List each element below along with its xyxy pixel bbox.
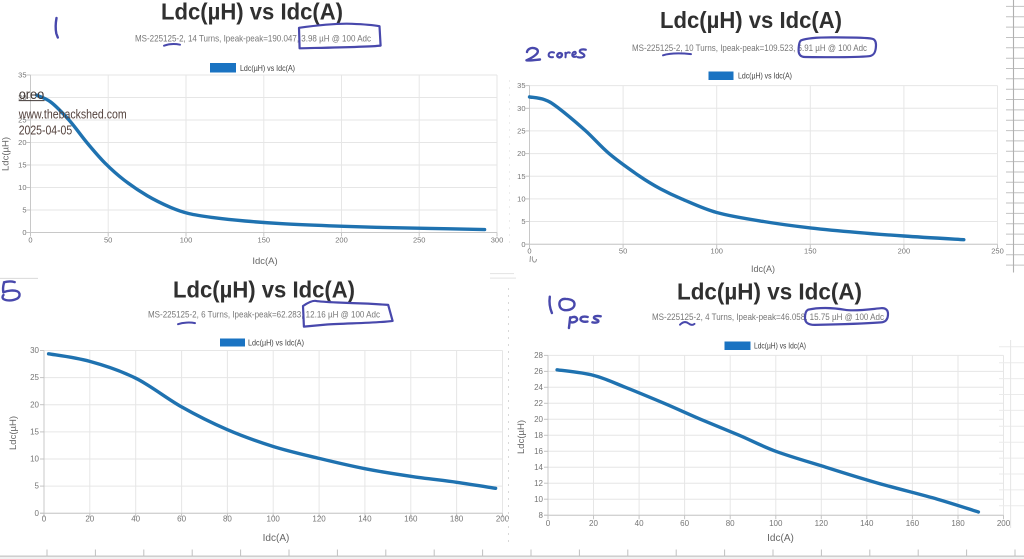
svg-text:200: 200 — [496, 515, 510, 524]
svg-text:20: 20 — [85, 515, 94, 524]
svg-text:15: 15 — [517, 172, 525, 181]
svg-text:20: 20 — [517, 149, 525, 158]
svg-text:MS-225125-2, 6 Turns, Ipeak-pe: MS-225125-2, 6 Turns, Ipeak-peak=62.283,… — [148, 310, 380, 321]
svg-text:MS-225125-2, 14 Turns, Ipeak-p: MS-225125-2, 14 Turns, Ipeak-peak=190.04… — [135, 34, 371, 45]
svg-text:Idc(A): Idc(A) — [252, 256, 277, 267]
svg-text:0: 0 — [521, 240, 525, 249]
svg-text:22: 22 — [534, 399, 543, 408]
svg-text:150: 150 — [804, 247, 817, 256]
svg-text:Ldc(µH) vs Idc(A): Ldc(µH) vs Idc(A) — [240, 64, 295, 73]
svg-text:200: 200 — [335, 236, 348, 245]
svg-text:35: 35 — [18, 71, 26, 80]
svg-text:100: 100 — [267, 515, 281, 524]
svg-text:15: 15 — [30, 428, 39, 437]
svg-text:200: 200 — [898, 247, 911, 256]
svg-text:Ldc(µH) vs Idc(A): Ldc(µH) vs Idc(A) — [248, 339, 304, 348]
svg-text:140: 140 — [358, 515, 372, 524]
svg-text:300: 300 — [491, 236, 504, 245]
svg-text:35: 35 — [517, 81, 525, 90]
svg-text:50: 50 — [104, 236, 112, 245]
svg-text:Ldc(µH) vs Idc(A): Ldc(µH) vs Idc(A) — [173, 277, 355, 303]
svg-text:25: 25 — [517, 127, 525, 136]
svg-text:14: 14 — [534, 463, 543, 472]
svg-text:150: 150 — [258, 236, 271, 245]
svg-text:30: 30 — [18, 93, 26, 102]
svg-text:0: 0 — [546, 519, 551, 528]
svg-text:Ldc(µH): Ldc(µH) — [8, 416, 19, 450]
svg-text:15: 15 — [18, 161, 26, 170]
svg-text:100: 100 — [710, 247, 723, 256]
svg-text:120: 120 — [815, 519, 829, 528]
svg-text:10: 10 — [18, 183, 26, 192]
svg-text:0: 0 — [42, 515, 47, 524]
svg-text:12: 12 — [534, 479, 543, 488]
svg-text:24: 24 — [534, 383, 543, 392]
svg-text:Idc(A): Idc(A) — [751, 264, 775, 274]
svg-text:10: 10 — [30, 455, 39, 464]
svg-text:20: 20 — [589, 519, 598, 528]
svg-text:MS-225125-2, 10 Turns, Ipeak-p: MS-225125-2, 10 Turns, Ipeak-peak=109.52… — [632, 43, 867, 54]
svg-text:www.thebackshed.com: www.thebackshed.com — [18, 107, 127, 122]
svg-text:5: 5 — [521, 217, 525, 226]
svg-text:180: 180 — [450, 515, 464, 524]
svg-text:Ldc(µH) vs Idc(A): Ldc(µH) vs Idc(A) — [677, 279, 862, 305]
svg-text:oreo: oreo — [19, 86, 45, 102]
svg-text:10: 10 — [517, 195, 525, 204]
svg-text:120: 120 — [312, 515, 326, 524]
svg-text:140: 140 — [860, 519, 874, 528]
svg-text:Idc(A): Idc(A) — [767, 533, 794, 544]
svg-text:Ldc(µH) vs Idc(A): Ldc(µH) vs Idc(A) — [161, 0, 343, 25]
svg-text:2025-04-05: 2025-04-05 — [19, 122, 72, 137]
svg-text:30: 30 — [30, 346, 39, 355]
svg-text:0: 0 — [35, 509, 40, 518]
svg-text:Ldc(µH) vs Idc(A): Ldc(µH) vs Idc(A) — [754, 342, 806, 351]
svg-text:5: 5 — [22, 206, 26, 215]
svg-text:50: 50 — [619, 247, 627, 256]
svg-text:0: 0 — [527, 247, 531, 256]
svg-text:40: 40 — [635, 519, 644, 528]
svg-text:180: 180 — [951, 519, 965, 528]
svg-text:18: 18 — [534, 431, 543, 440]
svg-text:250: 250 — [991, 247, 1004, 256]
svg-text:25: 25 — [30, 373, 39, 382]
svg-text:60: 60 — [680, 519, 689, 528]
svg-text:16: 16 — [534, 447, 543, 456]
svg-text:Ldc(µH) vs Idc(A): Ldc(µH) vs Idc(A) — [660, 7, 842, 33]
svg-text:Idc(A): Idc(A) — [263, 533, 290, 544]
svg-text:200: 200 — [997, 519, 1011, 528]
svg-text:MS-225125-2, 4 Turns, Ipeak-pe: MS-225125-2, 4 Turns, Ipeak-peak=46.058,… — [652, 312, 884, 323]
svg-text:26: 26 — [534, 367, 543, 376]
svg-text:80: 80 — [726, 519, 735, 528]
svg-text:Ldc(µH): Ldc(µH) — [516, 420, 527, 454]
svg-text:20: 20 — [18, 138, 26, 147]
svg-text:100: 100 — [769, 519, 783, 528]
svg-text:5: 5 — [35, 482, 40, 491]
svg-text:20: 20 — [30, 400, 39, 409]
svg-text:30: 30 — [517, 104, 525, 113]
svg-text:25: 25 — [18, 116, 26, 125]
svg-text:Ldc(µH) vs Idc(A): Ldc(µH) vs Idc(A) — [738, 72, 792, 81]
svg-text:0: 0 — [22, 228, 26, 237]
svg-text:0: 0 — [28, 236, 32, 245]
svg-text:40: 40 — [131, 515, 140, 524]
svg-text:160: 160 — [906, 519, 920, 528]
svg-text:Ldc(µH): Ldc(µH) — [1, 137, 12, 171]
svg-text:80: 80 — [223, 515, 232, 524]
svg-text:8: 8 — [539, 511, 544, 520]
svg-text:60: 60 — [177, 515, 186, 524]
svg-text:100: 100 — [180, 236, 193, 245]
svg-text:160: 160 — [404, 515, 418, 524]
svg-text:28: 28 — [534, 351, 543, 360]
svg-text:10: 10 — [534, 495, 543, 504]
svg-text:20: 20 — [534, 415, 543, 424]
svg-text:250: 250 — [413, 236, 426, 245]
